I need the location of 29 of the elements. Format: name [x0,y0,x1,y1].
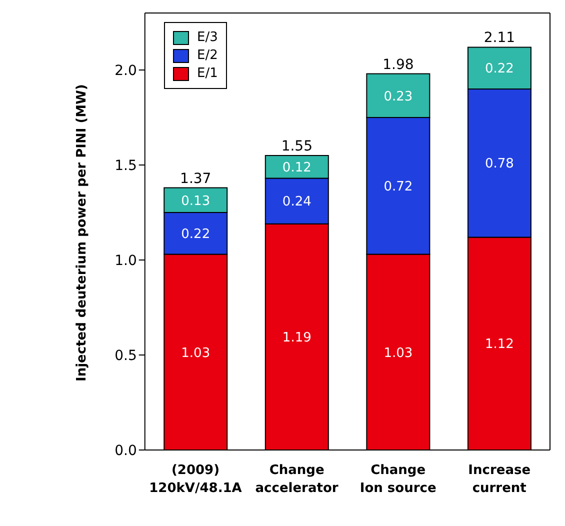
data-label: 0.22 [484,62,514,77]
data-label: 1.12 [484,337,514,352]
total-label: 2.11 [484,30,516,46]
data-label: 0.22 [181,227,210,242]
total-label: 1.37 [180,170,212,187]
data-label: 0.12 [282,160,312,176]
y-tick-label: 1.5 [114,158,137,174]
y-tick-label: 1.0 [114,252,137,269]
y-tick-label: 0.5 [114,348,137,364]
total-label: 1.98 [382,56,414,73]
data-label: 0.24 [282,194,312,210]
x-tick-label: Change Ion source [360,463,436,496]
data-label: 0.23 [384,89,413,104]
data-label: 0.72 [384,180,413,195]
y-tick-label: 2.0 [114,62,137,79]
x-tick-label: (2009) 120kV/48.1A [149,463,242,496]
data-label: 1.03 [181,346,210,361]
legend-label: E/1 [197,66,218,81]
y-axis-title: Injected deuterium power per PINI (MW) [74,84,90,382]
data-label: 1.03 [384,346,413,361]
total-label: 1.55 [281,138,312,154]
x-tick-label: Increase current [468,463,531,496]
data-label: 0.13 [181,194,210,209]
data-label: 1.19 [282,330,312,346]
x-tick-label: Change accelerator [255,463,339,496]
data-label: 0.78 [484,156,514,172]
legend-label: E/2 [197,48,218,63]
y-tick-label: 0.0 [114,442,137,459]
legend-label: E/3 [197,30,218,45]
